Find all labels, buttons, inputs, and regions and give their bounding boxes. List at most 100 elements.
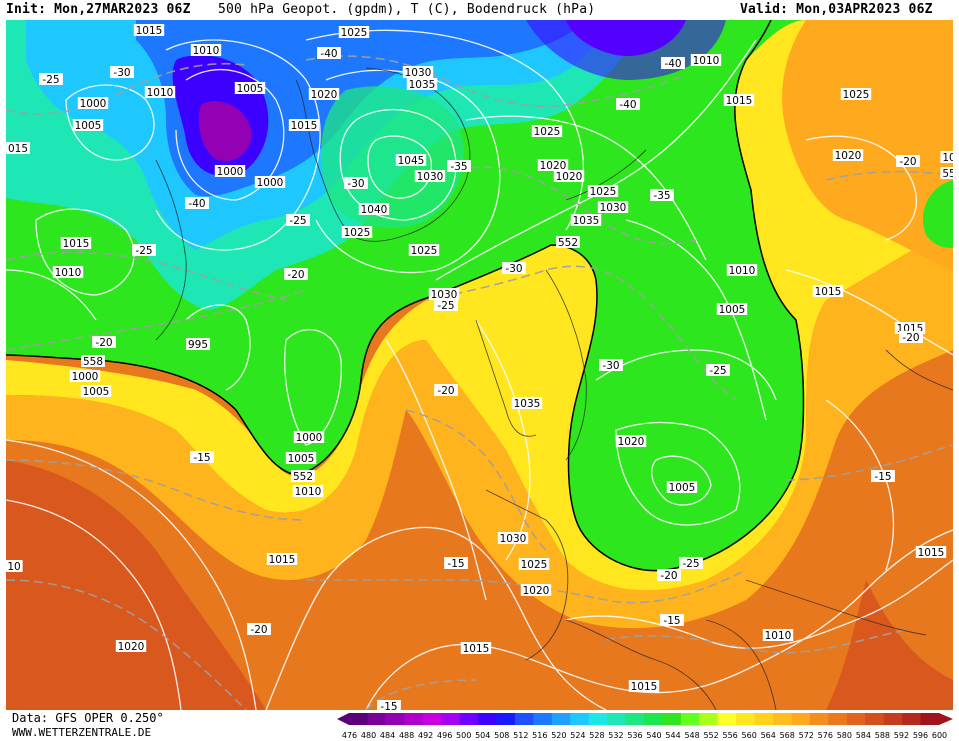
- svg-text:558: 558: [83, 356, 103, 368]
- contour-label: -20: [896, 155, 920, 168]
- contour-label: 1015: [723, 94, 755, 107]
- legend-tick-label: 524: [570, 731, 585, 740]
- svg-text:-15: -15: [193, 452, 210, 464]
- legend-swatch: [422, 713, 442, 725]
- color-legend: 476 480 484 488 492 496 500 504 508 512 516 520 524 5…: [335, 713, 957, 741]
- contour-label: -15: [190, 451, 214, 464]
- legend-tick-label: 572: [799, 731, 814, 740]
- legend-tick-label: 568: [780, 731, 795, 740]
- svg-text:1010: 1010: [295, 486, 322, 498]
- header-bar: Init: Mon,27MAR2023 06Z 500 hPa Geopot. …: [0, 0, 959, 20]
- contour-label: -40: [616, 98, 640, 111]
- legend-swatch: [551, 713, 571, 725]
- contour-label: 1025: [587, 185, 619, 198]
- legend-swatch: [441, 713, 461, 725]
- legend-swatch: [773, 713, 792, 725]
- data-source-label: Data: GFS OPER 0.250°: [12, 711, 164, 725]
- legend-tick-label: 544: [665, 731, 680, 740]
- legend-swatch: [865, 713, 885, 725]
- contour-label: 1000: [77, 97, 109, 110]
- legend-swatch: [385, 713, 405, 725]
- svg-text:1015: 1015: [136, 25, 163, 37]
- contour-label: -30: [599, 359, 623, 372]
- legend-swatch: [459, 713, 479, 725]
- svg-text:1045: 1045: [398, 155, 425, 167]
- contour-label: -25: [132, 244, 156, 257]
- legend-tick-label: 592: [894, 731, 909, 740]
- contour-label: 552: [291, 470, 315, 483]
- legend-tick-label: 512: [513, 731, 528, 740]
- map-title: 500 hPa Geopot. (gpdm), T (C), Bodendruc…: [218, 2, 596, 17]
- svg-text:1015: 1015: [815, 286, 842, 298]
- legend-tick-label: 560: [742, 731, 757, 740]
- contour-label: 1020: [308, 88, 340, 101]
- svg-text:-20: -20: [437, 385, 454, 397]
- contour-label: -25: [39, 73, 63, 86]
- contour-label: -25: [679, 557, 703, 570]
- svg-text:-15: -15: [874, 471, 891, 483]
- contour-label: 1015: [288, 119, 320, 132]
- legend-tick-label: 536: [627, 731, 642, 740]
- svg-text:-20: -20: [287, 269, 304, 281]
- contour-label: 10: [940, 151, 953, 164]
- svg-text:1030: 1030: [431, 289, 458, 301]
- svg-text:-25: -25: [135, 245, 152, 257]
- svg-text:-20: -20: [899, 156, 916, 168]
- svg-text:-25: -25: [682, 558, 699, 570]
- svg-text:1010: 1010: [765, 630, 792, 642]
- svg-text:1010: 1010: [147, 87, 174, 99]
- contour-label: -15: [377, 700, 401, 710]
- contour-label: 1020: [520, 584, 552, 597]
- contour-label: 1010: [762, 629, 794, 642]
- legend-swatch: [367, 713, 387, 725]
- legend-swatch: [404, 713, 424, 725]
- contour-label: 1015: [266, 553, 298, 566]
- svg-text:1020: 1020: [118, 641, 145, 653]
- contour-label: 1005: [716, 303, 748, 316]
- contour-label: 1000: [214, 165, 246, 178]
- legend-swatch: [588, 713, 608, 725]
- contour-label: 1000: [254, 176, 286, 189]
- svg-text:-25: -25: [289, 215, 306, 227]
- legend-swatch: [902, 713, 922, 725]
- contour-label: 558: [81, 355, 105, 368]
- legend-swatch: [625, 713, 645, 725]
- legend-tick-label: 508: [494, 731, 509, 740]
- contour-label: -30: [110, 66, 134, 79]
- field-greenland: [321, 86, 464, 229]
- contour-label: 1025: [408, 244, 440, 257]
- svg-text:1005: 1005: [669, 482, 696, 494]
- svg-text:-20: -20: [660, 570, 677, 582]
- contour-label: 1025: [338, 26, 370, 39]
- legend-tick-label: 584: [856, 731, 871, 740]
- contour-label: 1010: [726, 264, 758, 277]
- legend-swatch: [570, 713, 590, 725]
- svg-text:1015: 1015: [463, 643, 490, 655]
- svg-text:-25: -25: [709, 365, 726, 377]
- svg-text:-25: -25: [42, 74, 59, 86]
- svg-text:1000: 1000: [72, 371, 99, 383]
- legend-tick-label: 600: [932, 731, 947, 740]
- svg-text:-30: -30: [602, 360, 619, 372]
- svg-text:55: 55: [942, 168, 953, 180]
- svg-text:1020: 1020: [556, 171, 583, 183]
- contour-label: 015: [6, 142, 30, 155]
- svg-text:1035: 1035: [514, 398, 541, 410]
- legend-tick-label: 548: [684, 731, 699, 740]
- svg-text:1035: 1035: [409, 79, 436, 91]
- contour-label: 10: [6, 560, 23, 573]
- contour-label: -20: [92, 336, 116, 349]
- website-label: WWW.WETTERZENTRALE.DE: [12, 726, 152, 739]
- legend-tick-label: 520: [551, 731, 566, 740]
- svg-text:-35: -35: [450, 161, 467, 173]
- contour-label: -25: [706, 364, 730, 377]
- contour-label: 1035: [406, 78, 438, 91]
- contour-label: 1010: [292, 485, 324, 498]
- contour-label: -20: [247, 623, 271, 636]
- contour-label: 1020: [553, 170, 585, 183]
- svg-text:1025: 1025: [521, 559, 548, 571]
- svg-text:1010: 1010: [729, 265, 756, 277]
- legend-tick-label: 500: [456, 731, 471, 740]
- contour-label: 1045: [395, 154, 427, 167]
